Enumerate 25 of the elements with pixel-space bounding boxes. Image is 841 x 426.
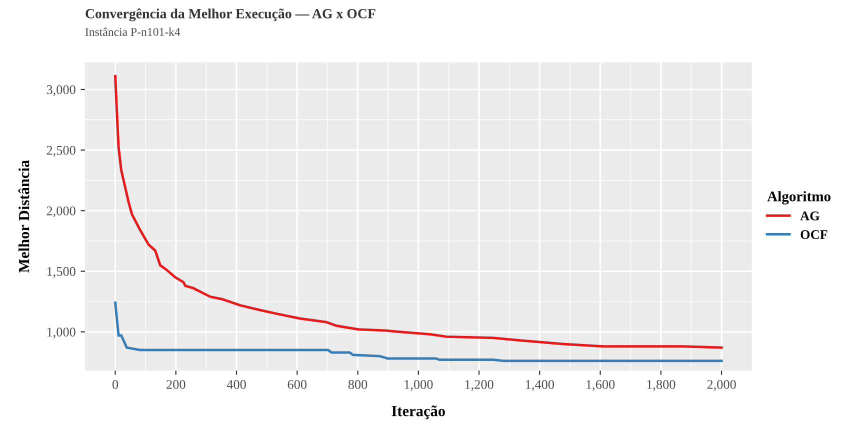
x-tick-label: 2,000	[707, 380, 736, 391]
line-series	[114, 74, 723, 349]
legend-title: Algoritmo	[767, 191, 830, 204]
y-tick-label: 2,000	[46, 206, 76, 218]
x-axis-title: Iteração	[392, 405, 445, 420]
x-tick-label: 1,000	[404, 380, 433, 391]
line-series	[114, 302, 723, 362]
x-tick-label: 1,200	[465, 380, 494, 391]
y-axis-title: Melhor Distância	[18, 160, 30, 273]
x-tick-label: 1,800	[647, 380, 676, 391]
x-tick-label: 800	[348, 380, 368, 389]
x-tick-label: 400	[226, 380, 246, 389]
legend-label: AG	[800, 212, 820, 220]
x-tick-label: 600	[288, 380, 307, 389]
y-tick-label: 1,500	[47, 267, 76, 278]
x-tick-label: 200	[166, 380, 186, 389]
x-tick-label: 0	[112, 380, 118, 389]
x-tick-label: 1,400	[526, 380, 554, 391]
chart-subtitle: Instância P-n101-k4	[85, 28, 180, 36]
y-tick-label: 2,500	[46, 146, 76, 157]
y-tick-label: 1,000	[47, 328, 76, 338]
legend-label: OCF	[800, 230, 828, 240]
y-tick-label: 3,000	[46, 85, 76, 96]
chart-title: Convergência da Melhor Execução — AG x OCF	[86, 8, 376, 22]
x-tick-label: 1,600	[586, 380, 615, 391]
